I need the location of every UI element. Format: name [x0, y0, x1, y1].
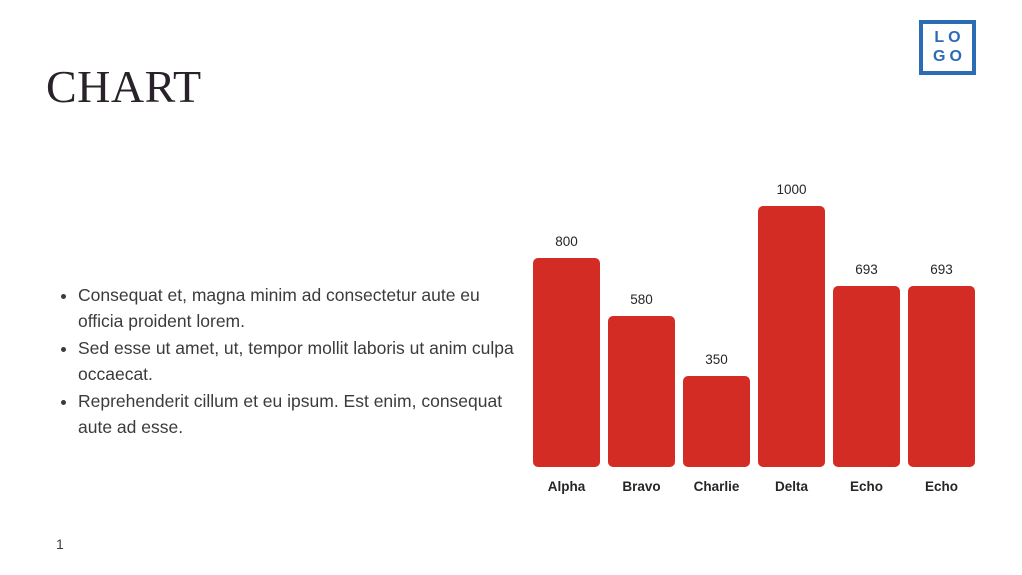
bar-category-label: Bravo	[622, 478, 661, 494]
bar-value-label: 1000	[776, 182, 807, 197]
bar	[758, 205, 825, 467]
bar-category-label: Delta	[774, 478, 808, 494]
bar	[908, 285, 975, 467]
bar	[683, 375, 750, 467]
bullet-item: Reprehenderit cillum et eu ipsum. Est en…	[78, 388, 514, 441]
bar-value-label: 800	[555, 234, 578, 249]
page-title: CHART	[46, 61, 202, 112]
logo-text-line1: LO	[934, 29, 965, 47]
bar-chart: 800 Alpha 580 Bravo 350 Charlie 1000 Delta 693 Ec…	[533, 183, 975, 495]
bar-column: 350 Charlie	[683, 353, 750, 495]
bullet-item: Consequat et, magna minim ad consectetur…	[78, 282, 514, 335]
bar-value-label: 693	[855, 262, 878, 277]
bar-value-label: 350	[705, 352, 728, 367]
bar-category-label: Echo	[849, 478, 883, 494]
bullet-item: Sed esse ut amet, ut, tempor mollit labo…	[78, 335, 514, 388]
logo: LO GO	[919, 20, 976, 75]
bar-column: 800 Alpha	[533, 235, 600, 495]
bar-column: 1000 Delta	[758, 183, 825, 495]
bar-value-label: 580	[630, 292, 653, 307]
bar-column: 693 Echo	[833, 263, 900, 495]
page-number: 1	[56, 536, 64, 552]
bar-category-label: Echo	[924, 478, 958, 494]
bar-column: 580 Bravo	[608, 293, 675, 495]
bar-category-label: Charlie	[693, 478, 740, 494]
bar-category-label: Alpha	[547, 478, 586, 494]
bar	[533, 257, 600, 467]
bar	[608, 315, 675, 467]
bullet-list: Consequat et, magna minim ad consectetur…	[52, 282, 514, 440]
bar-column: 693 Echo	[908, 263, 975, 495]
bar	[833, 285, 900, 467]
logo-text-line2: GO	[933, 47, 966, 65]
bar-value-label: 693	[930, 262, 953, 277]
